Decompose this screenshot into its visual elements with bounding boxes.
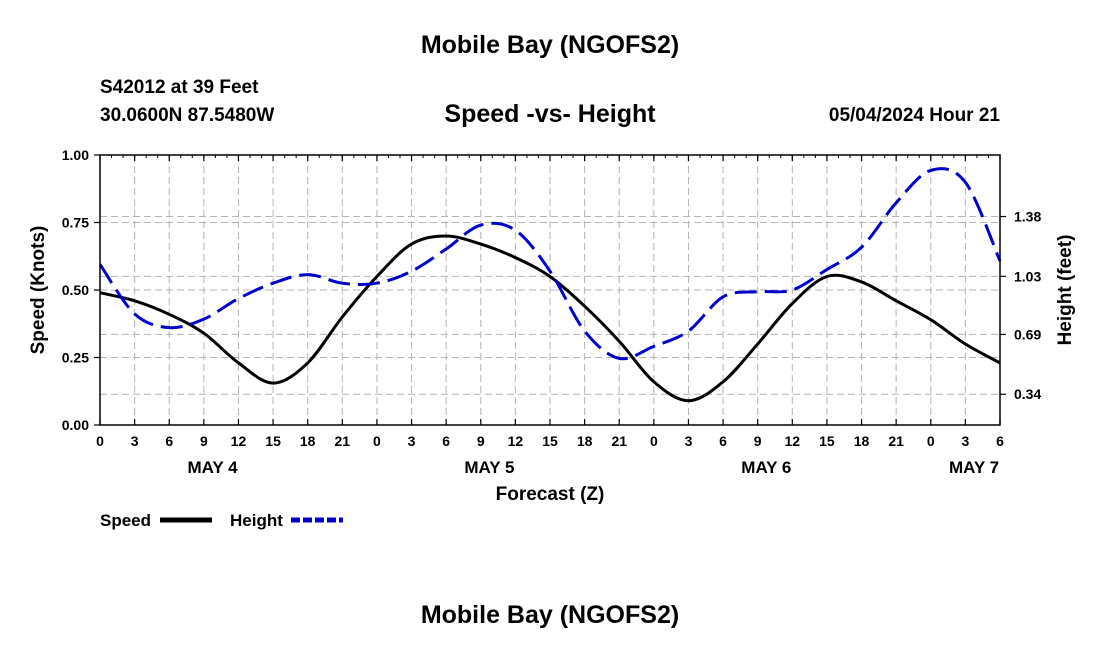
y-tick-label: 1.00: [62, 147, 89, 163]
y-axis-label: Speed (Knots): [28, 226, 49, 355]
forecast-datetime: 05/04/2024 Hour 21: [828, 105, 1000, 126]
x-tick-label: 6: [719, 433, 727, 449]
y2-tick-label: 0.69: [1014, 326, 1041, 342]
coordinates-label: 30.0600N 87.5480W: [100, 105, 275, 126]
x-tick-label: 21: [611, 433, 627, 449]
series-line-height: [98, 167, 1002, 361]
series-layer: [98, 167, 1002, 403]
grid: [100, 155, 1000, 425]
x-tick-label: 21: [335, 433, 351, 449]
x-tick-label: 12: [508, 433, 524, 449]
axes: 0 3 6 9 12 15 18 21 0 3 6 9 12 15 18 21 0 3 6 9 12 15 18 21 0 3 6 0…: [62, 147, 1042, 477]
day-label: MAY 6: [741, 458, 791, 477]
station-label: S42012 at 39 Feet: [100, 77, 259, 98]
x-tick-label: 0: [373, 433, 381, 449]
x-tick-label: 6: [442, 433, 450, 449]
footer-title: Mobile Bay (NGOFS2): [420, 601, 680, 629]
x-tick-label: 0: [927, 433, 935, 449]
x-tick-label: 15: [819, 433, 835, 449]
y2-tick-label: 1.38: [1014, 209, 1041, 225]
x-tick-label: 9: [477, 433, 485, 449]
x-tick-label: 12: [785, 433, 801, 449]
chart-subtitle: Speed -vs- Height: [444, 100, 656, 128]
x-tick-label: 15: [542, 433, 558, 449]
day-label: MAY 5: [464, 458, 514, 477]
series-line-speed: [99, 234, 1001, 403]
y-tick-label: 0.00: [62, 417, 89, 433]
y2-axis-label: Height (feet): [1055, 235, 1076, 346]
x-tick-label: 18: [300, 433, 316, 449]
x-tick-label: 9: [200, 433, 208, 449]
x-tick-label: 3: [408, 433, 416, 449]
x-tick-label: 21: [888, 433, 904, 449]
x-tick-label: 3: [131, 433, 139, 449]
x-tick-label: 6: [165, 433, 173, 449]
x-tick-label: 3: [685, 433, 693, 449]
chart-title: Mobile Bay (NGOFS2): [420, 31, 680, 59]
y-tick-label: 0.25: [62, 350, 89, 366]
x-tick-label: 9: [754, 433, 762, 449]
x-tick-label: 18: [854, 433, 870, 449]
x-tick-label: 18: [577, 433, 593, 449]
x-tick-label: 12: [231, 433, 247, 449]
day-label: MAY 4: [187, 458, 238, 477]
y-tick-label: 0.75: [62, 215, 89, 231]
legend-label-speed: Speed: [100, 511, 151, 530]
y2-tick-label: 0.34: [1014, 386, 1041, 402]
x-tick-label: 3: [961, 433, 969, 449]
day-label: MAY 7: [949, 458, 999, 477]
y-tick-label: 0.50: [62, 282, 89, 298]
y2-tick-label: 1.03: [1014, 268, 1041, 284]
legend: Speed Height: [100, 511, 343, 530]
x-axis-label: Forecast (Z): [496, 484, 605, 505]
x-tick-label: 15: [265, 433, 281, 449]
x-tick-label: 0: [650, 433, 658, 449]
x-tick-label: 0: [96, 433, 104, 449]
legend-label-height: Height: [230, 511, 283, 530]
x-tick-label: 6: [996, 433, 1004, 449]
